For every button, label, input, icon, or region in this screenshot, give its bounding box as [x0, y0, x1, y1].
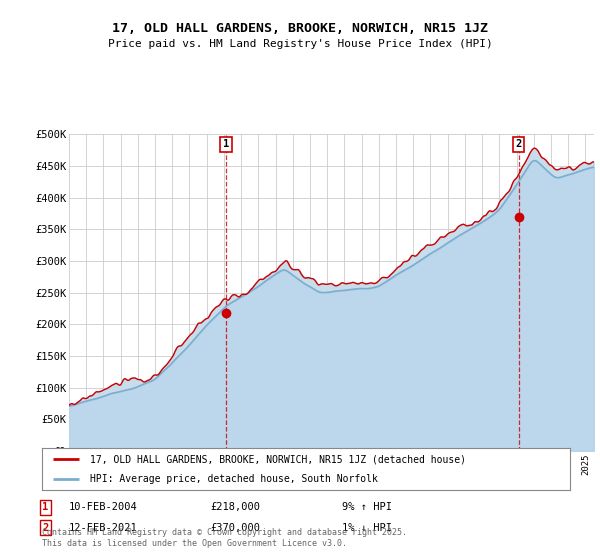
Text: 9% ↑ HPI: 9% ↑ HPI [342, 502, 392, 512]
Text: Contains HM Land Registry data © Crown copyright and database right 2025.
This d: Contains HM Land Registry data © Crown c… [42, 528, 407, 548]
Text: 12-FEB-2021: 12-FEB-2021 [69, 522, 138, 533]
Text: 2: 2 [515, 139, 522, 149]
Text: HPI: Average price, detached house, South Norfolk: HPI: Average price, detached house, Sout… [89, 474, 377, 484]
Text: 17, OLD HALL GARDENS, BROOKE, NORWICH, NR15 1JZ (detached house): 17, OLD HALL GARDENS, BROOKE, NORWICH, N… [89, 454, 466, 464]
Text: 1: 1 [223, 139, 229, 149]
Text: 1: 1 [42, 502, 48, 512]
Text: 2: 2 [42, 522, 48, 533]
Text: Price paid vs. HM Land Registry's House Price Index (HPI): Price paid vs. HM Land Registry's House … [107, 39, 493, 49]
Text: 10-FEB-2004: 10-FEB-2004 [69, 502, 138, 512]
Text: 1% ↓ HPI: 1% ↓ HPI [342, 522, 392, 533]
Text: £370,000: £370,000 [210, 522, 260, 533]
Text: 17, OLD HALL GARDENS, BROOKE, NORWICH, NR15 1JZ: 17, OLD HALL GARDENS, BROOKE, NORWICH, N… [112, 22, 488, 35]
Text: £218,000: £218,000 [210, 502, 260, 512]
